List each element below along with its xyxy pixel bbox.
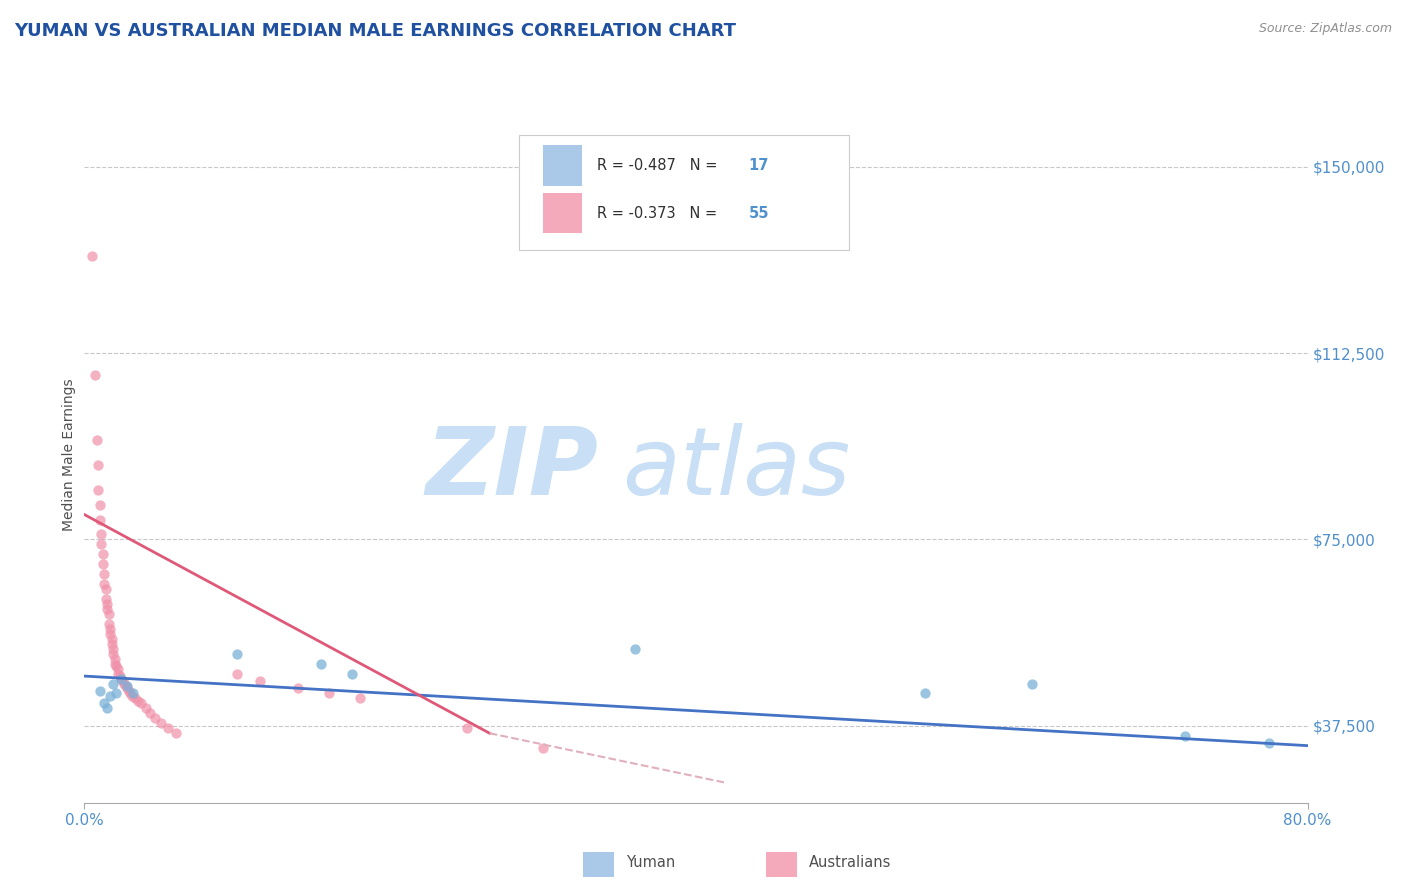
Point bbox=[108, 669, 131, 683]
Point bbox=[94, 592, 117, 607]
Point bbox=[118, 684, 141, 698]
Point bbox=[86, 433, 108, 447]
Point bbox=[103, 647, 125, 661]
Point bbox=[93, 697, 115, 711]
Point bbox=[104, 657, 127, 671]
Y-axis label: Median Male Earnings: Median Male Earnings bbox=[62, 378, 76, 532]
Point bbox=[124, 691, 146, 706]
Point bbox=[226, 647, 249, 661]
Text: 17: 17 bbox=[748, 158, 769, 173]
Point bbox=[96, 701, 118, 715]
Point bbox=[157, 721, 180, 735]
Point bbox=[97, 607, 120, 621]
Point bbox=[914, 686, 936, 700]
Point bbox=[91, 547, 114, 561]
Point bbox=[101, 637, 124, 651]
Point bbox=[105, 659, 128, 673]
Text: YUMAN VS AUSTRALIAN MEDIAN MALE EARNINGS CORRELATION CHART: YUMAN VS AUSTRALIAN MEDIAN MALE EARNINGS… bbox=[14, 22, 737, 40]
Bar bbox=[543, 145, 582, 186]
Point bbox=[97, 616, 120, 631]
Text: ZIP: ZIP bbox=[425, 423, 598, 515]
Point bbox=[129, 697, 152, 711]
Text: Australians: Australians bbox=[808, 855, 891, 870]
Point bbox=[110, 672, 132, 686]
Text: R = -0.487   N =: R = -0.487 N = bbox=[598, 158, 721, 173]
Text: atlas: atlas bbox=[623, 424, 851, 515]
Text: Source: ZipAtlas.com: Source: ZipAtlas.com bbox=[1258, 22, 1392, 36]
Point bbox=[107, 662, 129, 676]
Text: R = -0.373   N =: R = -0.373 N = bbox=[598, 205, 721, 220]
Point bbox=[105, 686, 128, 700]
Point bbox=[143, 711, 166, 725]
Point bbox=[287, 681, 309, 696]
Point bbox=[93, 567, 115, 582]
Point bbox=[1021, 676, 1043, 690]
Point bbox=[165, 726, 187, 740]
Point bbox=[110, 672, 132, 686]
Point bbox=[112, 676, 135, 690]
Point bbox=[226, 666, 249, 681]
Point bbox=[89, 498, 111, 512]
Point bbox=[101, 632, 124, 646]
Point bbox=[135, 701, 157, 715]
Point bbox=[80, 249, 103, 263]
Point bbox=[90, 537, 112, 551]
Point bbox=[84, 368, 107, 383]
Point bbox=[1258, 736, 1281, 750]
Point bbox=[90, 527, 112, 541]
Point bbox=[120, 686, 142, 700]
Bar bbox=[543, 193, 582, 233]
Point bbox=[98, 689, 121, 703]
Point bbox=[114, 679, 136, 693]
Point bbox=[111, 674, 134, 689]
Point bbox=[96, 602, 118, 616]
Point bbox=[1174, 729, 1197, 743]
Point bbox=[531, 741, 554, 756]
Point bbox=[340, 666, 363, 681]
Point bbox=[624, 641, 647, 656]
Point bbox=[127, 694, 149, 708]
Point bbox=[139, 706, 162, 721]
Point bbox=[87, 458, 110, 472]
Point bbox=[349, 691, 371, 706]
Point bbox=[104, 651, 127, 665]
Point bbox=[103, 641, 125, 656]
Point bbox=[311, 657, 333, 671]
Point bbox=[103, 676, 125, 690]
Text: 55: 55 bbox=[748, 205, 769, 220]
Point bbox=[318, 686, 340, 700]
Point bbox=[96, 597, 118, 611]
Point bbox=[115, 679, 138, 693]
Point bbox=[98, 627, 121, 641]
Point bbox=[115, 681, 138, 696]
Point bbox=[121, 689, 143, 703]
Point bbox=[89, 684, 111, 698]
Point bbox=[94, 582, 117, 596]
Point bbox=[107, 666, 129, 681]
Point bbox=[122, 686, 145, 700]
Point bbox=[98, 622, 121, 636]
Point bbox=[93, 577, 115, 591]
Text: Yuman: Yuman bbox=[626, 855, 675, 870]
Point bbox=[89, 512, 111, 526]
Point bbox=[91, 558, 114, 572]
Point bbox=[456, 721, 478, 735]
Point bbox=[87, 483, 110, 497]
Point bbox=[149, 716, 172, 731]
FancyBboxPatch shape bbox=[519, 135, 849, 250]
Point bbox=[249, 674, 271, 689]
